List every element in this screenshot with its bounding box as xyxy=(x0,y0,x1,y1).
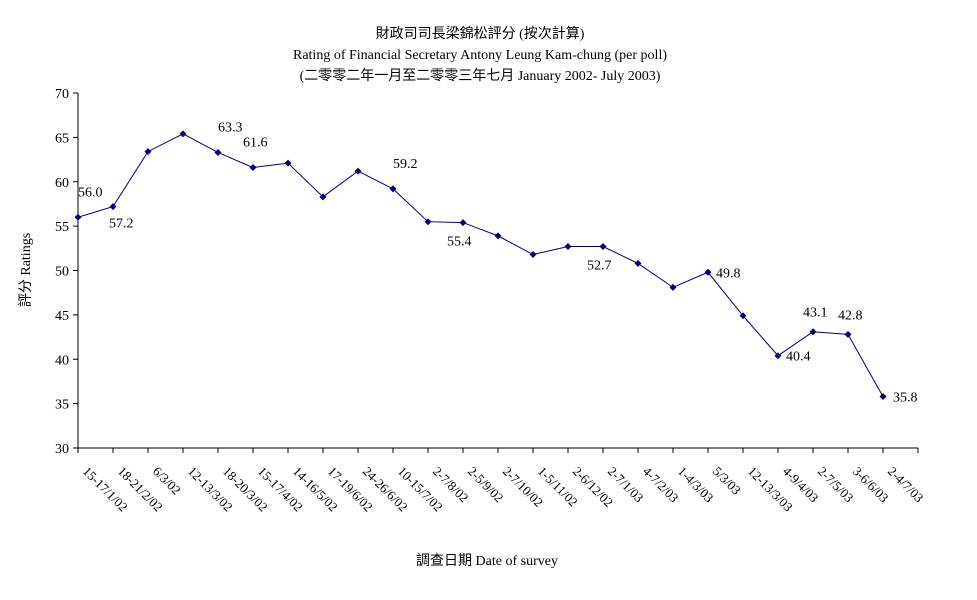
y-tick-label: 60 xyxy=(55,176,69,191)
data-label: 63.3 xyxy=(218,120,243,135)
y-tick-label: 35 xyxy=(55,398,69,413)
data-point xyxy=(844,330,852,338)
x-tick-label: 2-7/5/03 xyxy=(815,464,857,506)
y-tick-label: 40 xyxy=(55,353,69,368)
data-point xyxy=(354,167,362,175)
y-tick-label: 55 xyxy=(55,220,69,235)
data-label: 42.8 xyxy=(838,308,863,323)
data-point xyxy=(669,283,677,291)
data-point xyxy=(599,243,607,251)
data-point xyxy=(214,148,222,156)
x-tick-label: 1-4/3/03 xyxy=(675,464,717,506)
data-point xyxy=(564,243,572,251)
data-point xyxy=(74,213,82,221)
data-point xyxy=(529,251,537,259)
y-axis-label: 評分 Ratings xyxy=(18,233,34,307)
data-point xyxy=(424,218,432,226)
data-point xyxy=(774,352,782,360)
data-label: 57.2 xyxy=(109,217,134,232)
data-point xyxy=(109,203,117,211)
data-label: 49.8 xyxy=(716,266,741,281)
y-tick-label: 65 xyxy=(55,131,69,146)
x-axis-label: 調查日期 Date of survey xyxy=(416,553,558,569)
data-label: 40.4 xyxy=(786,350,811,365)
x-tick-label: 2-5/9/02 xyxy=(465,464,507,506)
data-point xyxy=(704,268,712,276)
data-point xyxy=(249,164,257,172)
y-tick-label: 70 xyxy=(55,87,69,102)
x-tick-label: 2-4/7/03 xyxy=(885,464,927,506)
y-tick-label: 50 xyxy=(55,265,69,280)
data-point xyxy=(809,328,817,336)
series-line xyxy=(77,133,884,397)
data-point xyxy=(739,312,747,320)
y-tick-label: 45 xyxy=(55,309,69,324)
data-point xyxy=(459,219,467,227)
data-label: 56.0 xyxy=(78,185,103,200)
chart-axes: 30354045505560657015-17/1/0218-21/2/026/… xyxy=(55,87,927,514)
data-label: 61.6 xyxy=(243,136,268,151)
data-label: 59.2 xyxy=(393,157,418,172)
chart-subtitle-period: (二零零二年一月至二零零三年七月 January 2002- July 2003… xyxy=(300,68,661,84)
data-point xyxy=(879,393,887,401)
chart-title: 財政司司長梁錦松評分 (按次計算) xyxy=(376,25,585,42)
data-label: 43.1 xyxy=(803,306,828,321)
x-tick-label: 4-7/2/03 xyxy=(640,464,682,506)
data-label: 55.4 xyxy=(447,235,472,250)
data-point xyxy=(319,193,327,201)
data-label: 52.7 xyxy=(587,259,612,274)
data-label: 35.8 xyxy=(893,391,918,406)
chart-subtitle: Rating of Financial Secretary Antony Leu… xyxy=(293,48,667,63)
data-point xyxy=(144,148,152,156)
data-point xyxy=(179,130,187,138)
data-point xyxy=(284,159,292,167)
x-tick-label: 3-6/6/03 xyxy=(850,464,892,506)
chart-marks: 56.0 57.2 63.361.6 59.2 55.4 52.7 49.8 40.4 43.1… xyxy=(74,120,918,406)
data-point xyxy=(389,185,397,193)
y-tick-label: 30 xyxy=(55,442,69,457)
data-point xyxy=(634,259,642,267)
data-point xyxy=(494,232,502,240)
